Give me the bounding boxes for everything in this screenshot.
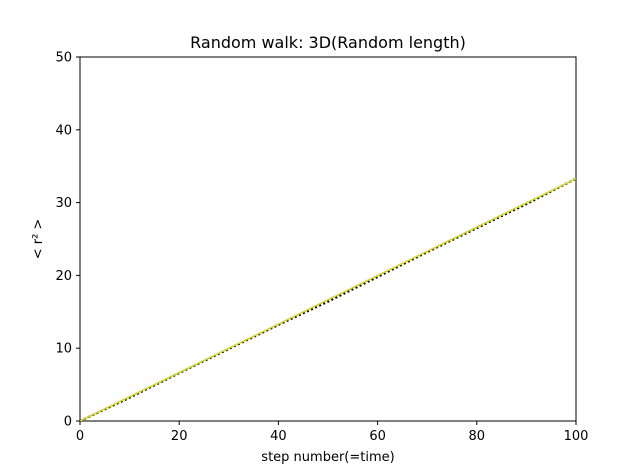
x-axis-ticks: 0 20 40 60 80 100 xyxy=(76,421,589,444)
y-axis-ticks: 0 10 20 30 40 50 xyxy=(55,51,80,430)
chart-title: Random walk: 3D(Random length) xyxy=(190,33,466,52)
x-tick-label: 100 xyxy=(564,429,589,444)
series-layer xyxy=(79,177,577,422)
y-tick-label: 30 xyxy=(55,196,72,211)
x-tick-label: 60 xyxy=(369,429,386,444)
y-tick-label: 20 xyxy=(55,269,72,284)
plot-frame xyxy=(79,56,577,422)
y-tick-label: 0 xyxy=(64,415,72,430)
x-tick-label: 0 xyxy=(76,429,84,444)
y-tick-label: 40 xyxy=(55,123,72,138)
series-line-1 xyxy=(79,177,577,422)
y-axis-label: < r² > xyxy=(31,219,46,260)
x-tick-label: 80 xyxy=(469,429,486,444)
x-tick-label: 20 xyxy=(171,429,188,444)
y-tick-label: 10 xyxy=(55,342,72,357)
x-tick-label: 40 xyxy=(270,429,287,444)
x-axis-label: step number(=time) xyxy=(261,450,394,465)
y-tick-label: 50 xyxy=(55,51,72,66)
